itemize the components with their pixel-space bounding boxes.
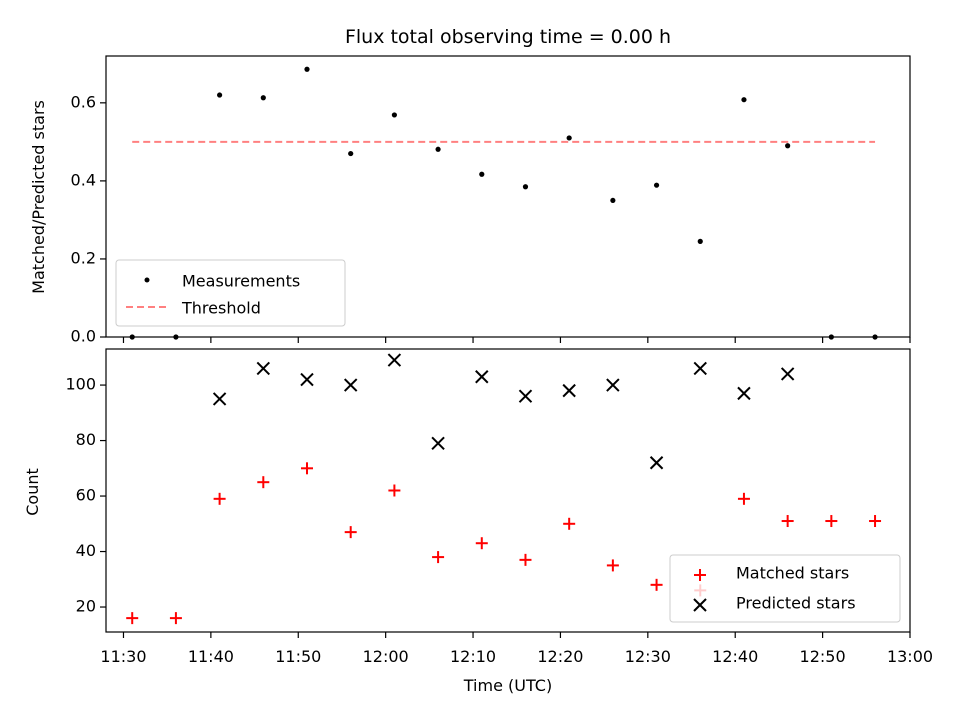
matched-stars-point	[257, 476, 270, 489]
measurement-point	[828, 334, 834, 340]
matched-stars-point	[388, 484, 401, 497]
measurement-point	[304, 66, 310, 72]
matched-stars-point	[126, 612, 139, 625]
measurement-point	[435, 146, 441, 152]
predicted-stars-point	[431, 436, 445, 451]
measurement-point	[522, 184, 529, 190]
ratio-y-ticks: 0.0 0.2 0.4 0.6	[71, 92, 106, 346]
measurement-point	[391, 112, 397, 118]
matched-stars-point	[432, 551, 445, 564]
predicted-stars-point	[387, 353, 402, 367]
predicted-stars-point	[649, 456, 664, 470]
predicted-stars-point	[343, 378, 358, 392]
measurement-point	[872, 334, 878, 340]
legend-matched-plus-icon	[694, 569, 706, 581]
ratio-y-tick-label: 0.6	[71, 92, 96, 111]
ratio-y-tick-label: 0.4	[71, 170, 96, 189]
x-tick-label: 13:00	[887, 647, 933, 666]
count-y-tick-label: 60	[76, 486, 96, 505]
measurement-point	[566, 135, 572, 141]
measurement-point	[697, 238, 703, 244]
matched-stars-point	[475, 537, 488, 550]
count-legend: Matched stars Predicted stars	[669, 554, 901, 623]
x-tick-label: 11:40	[188, 647, 234, 666]
legend-matched-label: Matched stars	[736, 564, 849, 583]
predicted-stars-point	[737, 386, 751, 401]
measurement-point	[348, 150, 354, 157]
count-marks	[126, 353, 882, 625]
x-tick-label: 12:00	[363, 647, 409, 666]
x-tick-label: 12:30	[625, 647, 671, 666]
matched-stars-point	[781, 515, 794, 528]
count-y-tick-label: 100	[65, 375, 96, 394]
matched-stars-point	[825, 515, 838, 528]
predicted-stars-point	[212, 392, 227, 406]
measurement-point	[129, 334, 135, 340]
count-y-tick-label: 40	[76, 541, 96, 560]
count-y-tick-label: 80	[76, 430, 96, 449]
x-axis-label: Time (UTC)	[463, 676, 552, 695]
matched-stars-point	[301, 462, 313, 475]
measurement-point	[479, 171, 485, 177]
predicted-stars-point	[518, 389, 533, 403]
measurement-point	[173, 334, 179, 340]
matched-stars-point	[737, 492, 750, 505]
measurement-point	[741, 97, 747, 103]
ratio-marks	[129, 66, 878, 340]
matched-stars-point	[344, 526, 357, 539]
chart-title: Flux total observing time = 0.00 h	[345, 26, 671, 48]
x-tick-label: 12:10	[450, 647, 496, 666]
measurement-point	[260, 95, 266, 101]
predicted-stars-point	[780, 367, 795, 381]
ratio-y-tick-label: 0.0	[71, 327, 96, 346]
legend-threshold-label: Threshold	[181, 299, 261, 318]
matched-stars-point	[519, 553, 532, 566]
predicted-stars-point	[300, 372, 314, 387]
ratio-y-axis-label: Matched/Predicted stars	[29, 100, 48, 294]
matched-stars-point	[563, 517, 576, 530]
matched-stars-point	[606, 559, 619, 572]
ratio-x-ticks	[122, 337, 911, 343]
ratio-panel: Matched/Predicted stars 0.0 0.2 0.4 0.6 Mea…	[29, 55, 911, 346]
x-tick-label: 11:30	[100, 647, 146, 666]
count-legend-box	[669, 554, 901, 623]
x-tick-label: 12:40	[712, 647, 758, 666]
measurement-point	[610, 197, 616, 204]
predicted-stars-point	[562, 383, 576, 398]
count-x-ticks: 11:30 11:40 11:50 12:00 12:10 12:20 12:30 12:40…	[100, 632, 933, 666]
measurement-point	[217, 92, 223, 98]
predicted-stars-point	[256, 361, 271, 376]
ratio-legend-box	[115, 259, 346, 327]
matched-stars-point	[869, 515, 882, 528]
matched-stars-point	[169, 612, 182, 625]
x-tick-label: 12:50	[800, 647, 846, 666]
predicted-stars-point	[693, 361, 707, 376]
legend-measurements-label: Measurements	[182, 272, 300, 291]
ratio-y-tick-label: 0.2	[71, 248, 96, 267]
count-y-tick-label: 20	[76, 597, 96, 616]
count-y-axis-label: Count	[23, 468, 42, 516]
predicted-stars-point	[606, 378, 620, 392]
matched-stars-point	[650, 578, 663, 591]
ratio-legend: Measurements Threshold	[115, 259, 346, 327]
legend-predicted-label: Predicted stars	[736, 594, 856, 613]
predicted-stars-point	[475, 370, 489, 384]
measurement-point	[653, 182, 660, 188]
legend-predicted-x-icon	[693, 598, 707, 612]
legend-measurements-dot-icon	[144, 277, 150, 283]
x-tick-label: 12:20	[537, 647, 583, 666]
matched-stars-point	[213, 492, 226, 505]
measurement-point	[785, 143, 791, 149]
count-y-ticks: 20 40 60 80 100	[65, 375, 106, 616]
x-tick-label: 11:50	[275, 647, 321, 666]
